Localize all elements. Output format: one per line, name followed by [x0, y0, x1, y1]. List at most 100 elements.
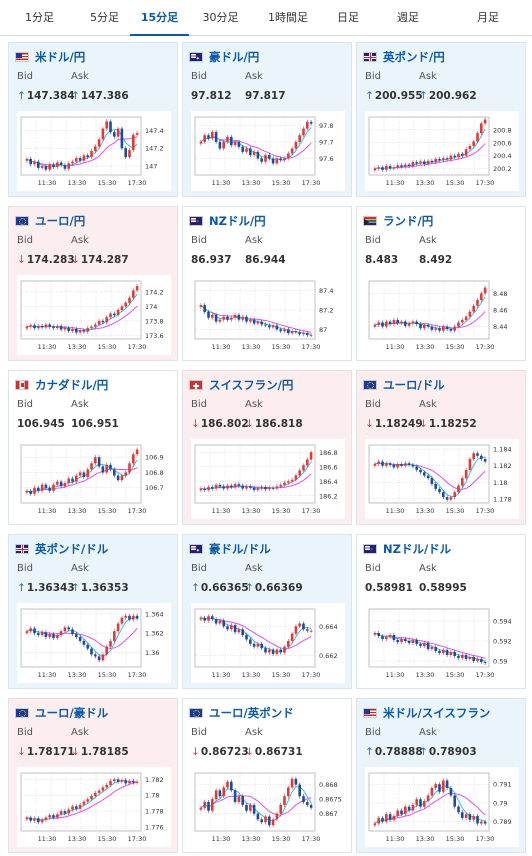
rate-card[interactable]: ✦ NZドル/円 Bid Ask 86.937 86.944 87.4 87.2 87 11:30…	[182, 206, 352, 361]
candle-up	[78, 804, 82, 809]
price-chart[interactable]: 8.48 8.46 8.44 11:30 13:30 15:30 17:30	[365, 275, 519, 355]
price-chart[interactable]: 87.4 87.2 87 11:30 13:30 15:30 17:30	[191, 275, 345, 355]
currency-pair-title[interactable]: スイスフラン/円	[209, 378, 294, 392]
candle-up	[113, 631, 116, 641]
rate-card[interactable]: ✦ 豪ドル/円 Bid Ask 97.812 97.817 97.8 97.7 97.6 11:3…	[182, 42, 352, 197]
y-tick-label: 200.6	[493, 139, 512, 147]
candle-up	[105, 784, 108, 788]
price-chart[interactable]: 106.9 106.8 106.7 11:30 13:30 15:30 17:30	[17, 439, 171, 519]
arrow-up-icon: ↑	[365, 90, 374, 102]
candle-up	[256, 643, 260, 647]
candle-up	[430, 647, 434, 649]
candle-up	[442, 780, 445, 792]
candle-up	[211, 131, 214, 139]
currency-pair-title[interactable]: ランド/円	[383, 214, 434, 228]
currency-pair-title[interactable]: NZドル/ドル	[383, 542, 452, 556]
currency-pair-title[interactable]: 米ドル/スイスフラン	[383, 706, 491, 720]
candle-down	[113, 469, 116, 476]
rate-card[interactable]: スイスフラン/円 Bid Ask ↓186.802 ↓186.818 186.8 186.6…	[182, 370, 352, 525]
candle-up	[385, 463, 388, 466]
tab-daily[interactable]: 日足	[337, 11, 359, 24]
tab-monthly[interactable]: 月足	[477, 11, 499, 24]
rate-card[interactable]: 米ドル/円 Bid Ask ↑147.384 ↑147.386 147.4 147.2 147…	[8, 42, 178, 197]
candle-up	[94, 146, 97, 151]
bid-price: ↑200.955	[365, 90, 423, 102]
currency-pair-title[interactable]: NZドル/円	[209, 214, 266, 228]
price-chart[interactable]: 200.8 200.6 200.4 200.2 11:30 13:30 15:30 17:30	[365, 111, 519, 191]
rate-card[interactable]: ランド/円 Bid Ask 8.483 8.492 8.48 8.46 8.44 11:30 13…	[356, 206, 526, 361]
rate-card[interactable]: ユーロ/英ポンド Bid Ask ↓0.86723 ↓0.86731 0.868 0.867…	[182, 698, 352, 853]
tab-1hour[interactable]: 1時間足	[268, 11, 308, 24]
currency-pair-title[interactable]: 英ポンド/ドル	[35, 542, 109, 556]
price-chart[interactable]: 1.364 1.362 1.36 11:30 13:30 15:30 17:30	[17, 603, 171, 683]
candle-up	[56, 325, 59, 329]
currency-pair-title[interactable]: ユーロ/英ポンド	[209, 706, 294, 720]
price-chart[interactable]: 0.868 0.8675 0.867 11:30 13:30 15:30 17:30	[191, 767, 345, 847]
candle-up	[306, 121, 309, 129]
candle-down	[426, 643, 430, 649]
price-chart[interactable]: 0.664 0.662 11:30 13:30 15:30 17:30	[191, 603, 345, 683]
currency-pair-title[interactable]: 豪ドル/ドル	[209, 542, 271, 556]
y-tick-label: 0.594	[493, 618, 512, 626]
x-tick-label: 13:30	[242, 835, 261, 843]
rate-card[interactable]: ✦ 豪ドル/ドル Bid Ask ↑0.66365 ↑0.66369 0.664 0.662 1…	[182, 534, 352, 689]
rate-card[interactable]: ✦ NZドル/ドル Bid Ask 0.58981 0.58995 0.594 0.592 0.…	[356, 534, 526, 689]
candle-up	[449, 155, 453, 160]
candle-down	[476, 453, 479, 456]
tab-5min[interactable]: 5分足	[90, 11, 119, 24]
candle-up	[464, 814, 468, 818]
candle-up	[75, 158, 78, 162]
currency-pair-title[interactable]: ユーロ/ドル	[383, 378, 445, 392]
candle-up	[203, 135, 206, 142]
price-chart[interactable]: 174.2 174 173.8 173.6 11:30 13:30 15:30 17:30	[17, 275, 171, 355]
candle-up	[283, 646, 286, 653]
currency-pair-title[interactable]: ユーロ/円	[35, 214, 86, 228]
price-chart[interactable]: 97.8 97.7 97.6 11:30 13:30 15:30 17:30	[191, 111, 345, 191]
candle-down	[113, 313, 116, 316]
ask-label: Ask	[419, 727, 437, 738]
rate-card[interactable]: ユーロ/ドル Bid Ask ↓1.18249 ↓1.18252 1.184 1.182 1.…	[356, 370, 526, 525]
candle-up	[97, 790, 101, 793]
ask-label: Ask	[71, 727, 89, 738]
price-chart[interactable]: 1.782 1.78 1.778 1.776 11:30 13:30 15:30 17:30	[17, 767, 171, 847]
rate-card[interactable]: ユーロ/円 Bid Ask ↓174.283 ↓174.287 174.2 174 173.8…	[8, 206, 178, 361]
rate-card[interactable]: 米ドル/スイスフラン Bid Ask ↑0.78888 ↑0.78903 0.791 0.7…	[356, 698, 526, 853]
candle-down	[377, 633, 380, 636]
y-tick-label: 97.6	[319, 155, 333, 163]
currency-pair-title[interactable]: カナダドル/円	[35, 378, 109, 392]
candle-down	[445, 497, 449, 500]
candle-down	[445, 650, 449, 655]
tab-weekly[interactable]: 週足	[397, 11, 419, 24]
rate-card[interactable]: 英ポンド/円 Bid Ask ↑200.955 ↑200.962 200.8 200.6 20…	[356, 42, 526, 197]
currency-pair-title[interactable]: 英ポンド/円	[383, 50, 445, 64]
price-chart[interactable]: 0.791 0.79 0.789 11:30 13:30 15:30 17:30	[365, 767, 519, 847]
currency-pair-title[interactable]: 豪ドル/円	[209, 50, 260, 64]
rate-card[interactable]: カナダドル/円 Bid Ask 106.945 106.951 106.9 106.8 106…	[8, 370, 178, 525]
candle-down	[419, 469, 422, 473]
ask-price: ↑0.78903	[419, 746, 477, 758]
tab-30min[interactable]: 30分足	[202, 11, 239, 24]
candle-up	[461, 655, 464, 658]
x-tick-label: 13:30	[416, 179, 435, 187]
rate-card[interactable]: 英ポンド/ドル Bid Ask ↑1.36343 ↑1.36353 1.364 1.362 1…	[8, 534, 178, 689]
rate-card[interactable]: ユーロ/豪ドル Bid Ask ↓1.78171 ↓1.78185 1.782 1.78 1.…	[8, 698, 178, 853]
candle-up	[48, 164, 51, 170]
currency-pair-title[interactable]: ユーロ/豪ドル	[35, 706, 109, 720]
price-chart[interactable]: 0.594 0.592 0.59 11:30 13:30 15:30 17:30	[365, 603, 519, 683]
candle-up	[472, 141, 475, 146]
tab-1min[interactable]: 1分足	[25, 11, 54, 24]
candle-up	[411, 804, 415, 811]
currency-pair-title[interactable]: 米ドル/円	[35, 50, 86, 64]
ca-flag-icon	[15, 380, 29, 390]
price-chart[interactable]: 1.184 1.182 1.18 1.178 11:30 13:30 15:30 17:30	[365, 439, 519, 519]
candle-up	[207, 487, 210, 490]
candle-up	[260, 487, 263, 489]
candle-down	[415, 321, 418, 325]
tab-15min[interactable]: 15分足	[130, 0, 189, 36]
bid-label: Bid	[191, 727, 207, 738]
ask-price: ↑0.66369	[245, 582, 303, 594]
x-tick-label: 17:30	[476, 835, 495, 843]
price-chart[interactable]: 147.4 147.2 147 11:30 13:30 15:30 17:30	[17, 111, 171, 191]
candle-up	[442, 650, 445, 653]
price-chart[interactable]: 186.8 186.6 186.4 186.2 11:30 13:30 15:30 17:30	[191, 439, 345, 519]
